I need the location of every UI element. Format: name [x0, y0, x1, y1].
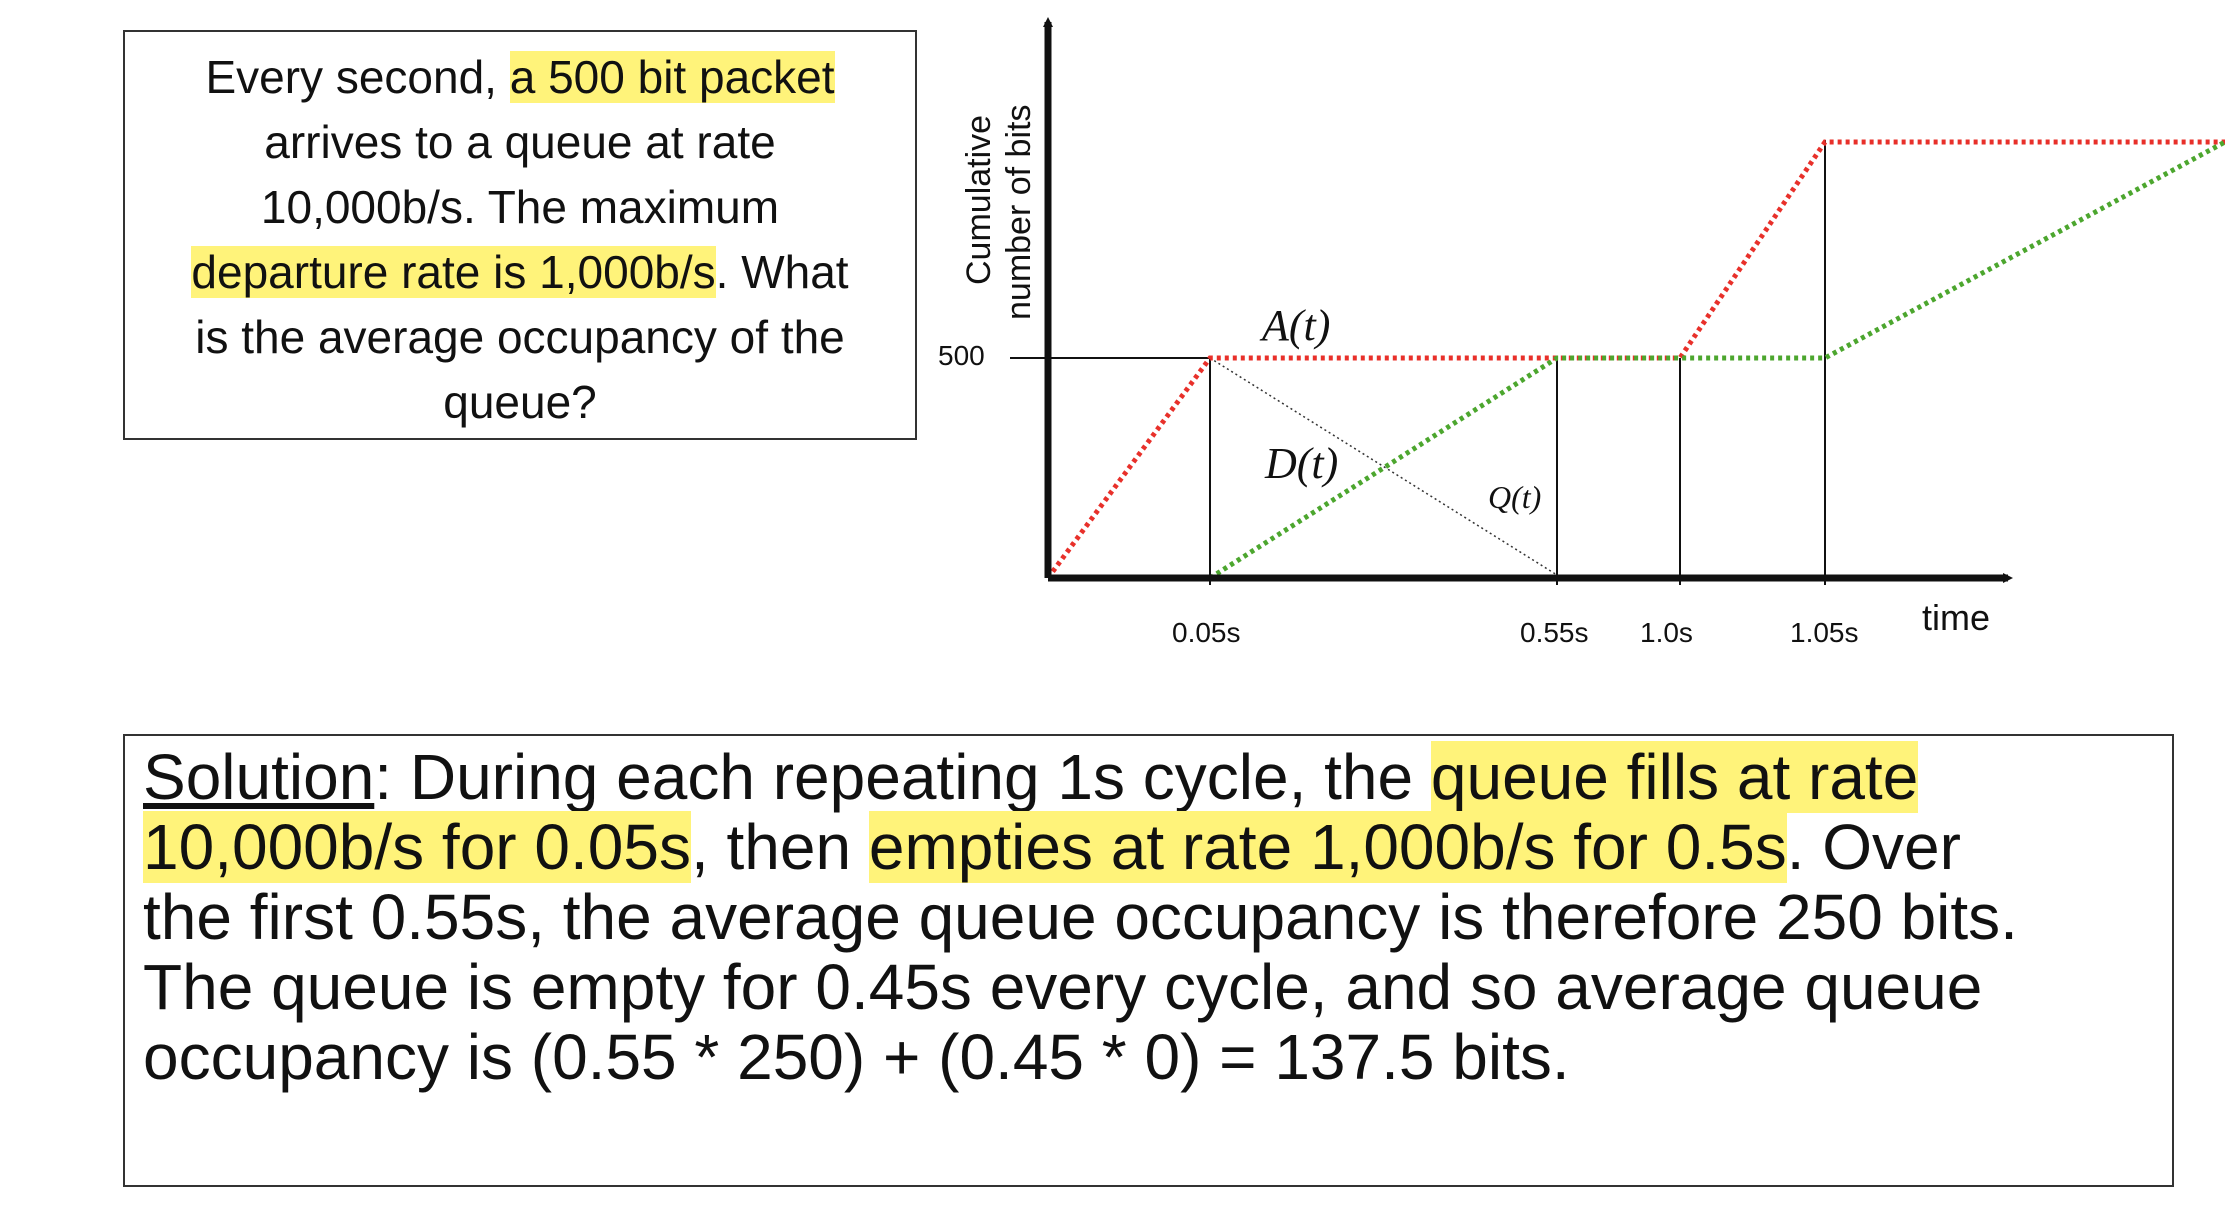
solution-line-3: the first 0.55s, the average queue occup…	[143, 881, 2018, 953]
solution-line-4: The queue is empty for 0.45s every cycle…	[143, 951, 1983, 1023]
x-tick-1.05s: 1.05s	[1790, 617, 1859, 648]
problem-text: Every second,	[205, 51, 510, 103]
x-tick-0.55s: 0.55s	[1520, 617, 1589, 648]
problem-line-4: departure rate is 1,000b/s. What	[125, 240, 915, 305]
problem-line-6: queue?	[443, 376, 597, 428]
x-tick-1.0s: 1.0s	[1640, 617, 1693, 648]
solution-label: Solution	[143, 741, 375, 813]
solution-text: . Over	[1786, 811, 1961, 883]
problem-line-1: Every second, a 500 bit packet	[125, 45, 915, 110]
highlighted-text: a 500 bit packet	[509, 51, 835, 103]
y-tick-500: 500	[938, 340, 985, 371]
queue-label: Q(t)	[1488, 479, 1541, 515]
problem-line-5: is the average occupancy of the	[195, 311, 845, 363]
arrival-curve	[1045, 139, 2225, 580]
arrival-label: A(t)	[1259, 301, 1330, 350]
queue-occupancy-line	[1209, 357, 1558, 576]
solution-text: , then	[690, 811, 869, 883]
departure-curve	[1208, 139, 2227, 581]
solution-line-1: Solution: During each repeating 1s cycle…	[143, 741, 2172, 813]
x-tick-0.05s: 0.05s	[1172, 617, 1241, 648]
problem-text: . What	[715, 246, 849, 298]
highlighted-text: empties at rate 1,000b/s for 0.5s	[868, 811, 1787, 883]
x-axis-title: time	[1922, 597, 1990, 638]
departure-label: D(t)	[1264, 439, 1338, 488]
problem-line-3: 10,000b/s. The maximum	[260, 181, 780, 233]
problem-statement-box: Every second, a 500 bit packet arrives t…	[123, 30, 917, 440]
solution-line-2: 10,000b/s for 0.05s, then empties at rat…	[143, 811, 2172, 883]
solution-line-5: occupancy is (0.55 * 250) + (0.45 * 0) =…	[143, 1021, 1570, 1093]
highlighted-text: departure rate is 1,000b/s	[191, 246, 716, 298]
queue-diagram: Cumulative number of bits 500 0.05s 0.55…	[938, 17, 2227, 648]
highlighted-text: 10,000b/s for 0.05s	[143, 811, 691, 883]
solution-text: : During each repeating 1s cycle, the	[374, 741, 1431, 813]
y-axis-title-line-2: number of bits	[1000, 105, 1038, 320]
problem-line-2: arrives to a queue at rate	[264, 116, 776, 168]
highlighted-text: queue fills at rate	[1430, 741, 1919, 813]
y-axis-title-line-1: Cumulative	[960, 115, 998, 285]
solution-box: Solution: During each repeating 1s cycle…	[123, 734, 2174, 1187]
